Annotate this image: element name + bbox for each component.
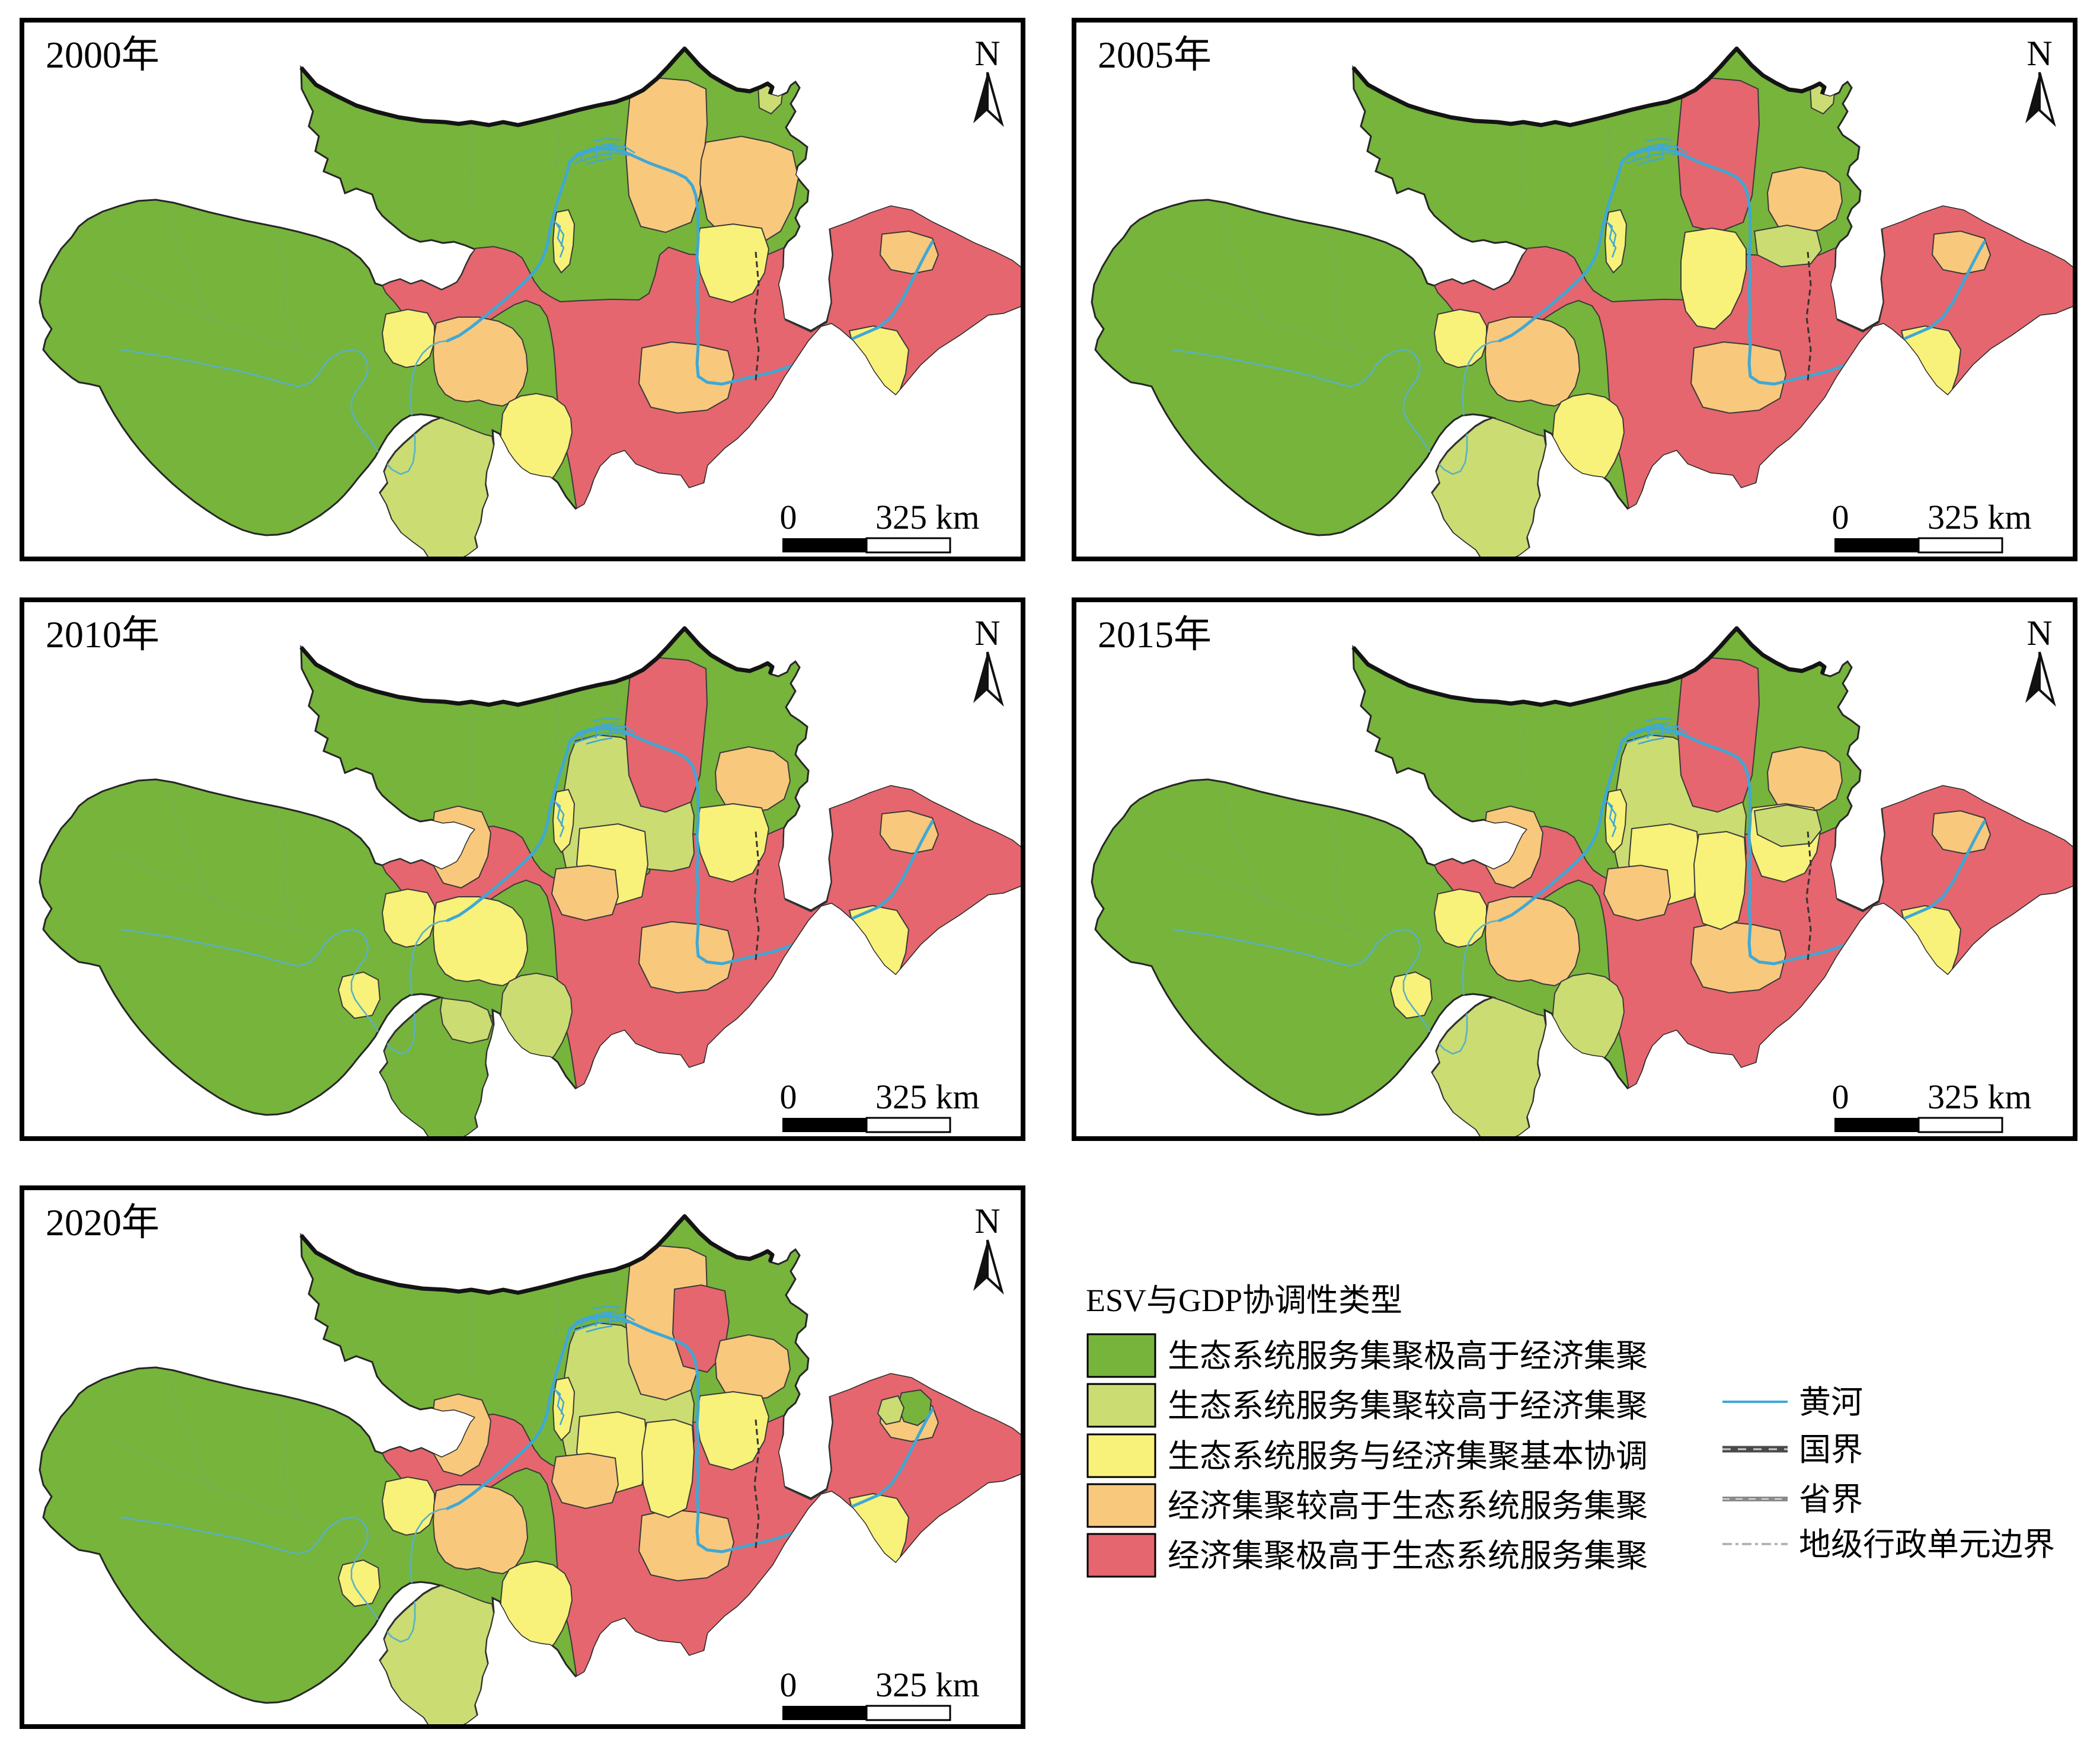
svg-text:生态系统服务与经济集聚基本协调: 生态系统服务与经济集聚基本协调 — [1168, 1439, 1648, 1474]
svg-text:黄河: 黄河 — [1799, 1385, 1863, 1420]
svg-text:2005年: 2005年 — [1098, 34, 1212, 76]
svg-text:地级行政单元边界: 地级行政单元边界 — [1799, 1527, 2055, 1562]
svg-text:省界: 省界 — [1799, 1482, 1863, 1517]
svg-text:2010年: 2010年 — [46, 613, 159, 656]
svg-text:生态系统服务集聚较高于经济集聚: 生态系统服务集聚较高于经济集聚 — [1168, 1388, 1648, 1424]
svg-text:国界: 国界 — [1799, 1432, 1863, 1468]
svg-text:ESV与GDP协调性类型: ESV与GDP协调性类型 — [1086, 1283, 1402, 1318]
svg-text:2020年: 2020年 — [46, 1201, 159, 1244]
svg-text:生态系统服务集聚极高于经济集聚: 生态系统服务集聚极高于经济集聚 — [1168, 1338, 1648, 1374]
svg-text:2015年: 2015年 — [1098, 613, 1212, 656]
svg-text:经济集聚极高于生态系统服务集聚: 经济集聚极高于生态系统服务集聚 — [1168, 1538, 1648, 1574]
svg-text:经济集聚较高于生态系统服务集聚: 经济集聚较高于生态系统服务集聚 — [1168, 1488, 1648, 1524]
svg-text:2000年: 2000年 — [46, 34, 159, 76]
